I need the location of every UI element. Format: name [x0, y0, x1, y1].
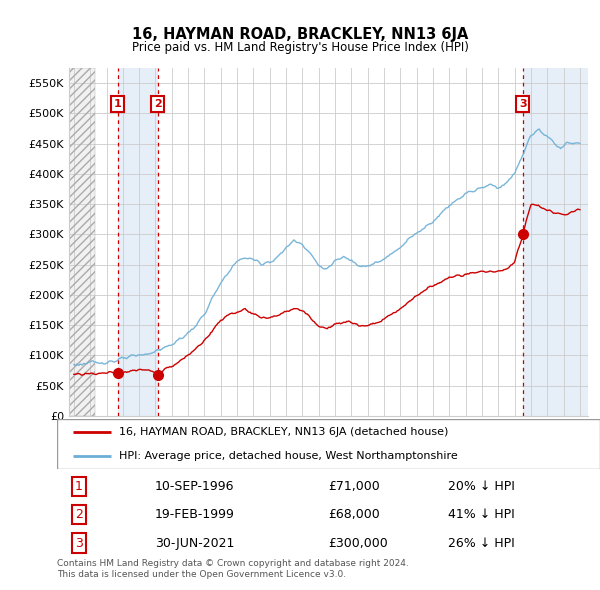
Text: 2: 2: [75, 508, 83, 522]
Text: 16, HAYMAN ROAD, BRACKLEY, NN13 6JA: 16, HAYMAN ROAD, BRACKLEY, NN13 6JA: [132, 27, 468, 41]
Text: 3: 3: [75, 536, 83, 549]
Text: 2: 2: [154, 99, 161, 109]
Text: £68,000: £68,000: [329, 508, 380, 522]
Text: Contains HM Land Registry data © Crown copyright and database right 2024.
This d: Contains HM Land Registry data © Crown c…: [57, 559, 409, 579]
Text: 30-JUN-2021: 30-JUN-2021: [155, 536, 234, 549]
Text: £71,000: £71,000: [329, 480, 380, 493]
Text: HPI: Average price, detached house, West Northamptonshire: HPI: Average price, detached house, West…: [119, 451, 458, 461]
Text: 1: 1: [114, 99, 122, 109]
Text: Price paid vs. HM Land Registry's House Price Index (HPI): Price paid vs. HM Land Registry's House …: [131, 41, 469, 54]
Text: £300,000: £300,000: [329, 536, 388, 549]
Text: 41% ↓ HPI: 41% ↓ HPI: [448, 508, 515, 522]
FancyBboxPatch shape: [57, 419, 600, 469]
Text: 3: 3: [519, 99, 527, 109]
Text: 1: 1: [75, 480, 83, 493]
Bar: [69, 68, 95, 416]
Text: 26% ↓ HPI: 26% ↓ HPI: [448, 536, 515, 549]
Bar: [523, 68, 588, 416]
Bar: [69, 68, 95, 416]
Text: 16, HAYMAN ROAD, BRACKLEY, NN13 6JA (detached house): 16, HAYMAN ROAD, BRACKLEY, NN13 6JA (det…: [119, 427, 449, 437]
Text: 19-FEB-1999: 19-FEB-1999: [155, 508, 235, 522]
Text: 20% ↓ HPI: 20% ↓ HPI: [448, 480, 515, 493]
Text: 10-SEP-1996: 10-SEP-1996: [155, 480, 234, 493]
Bar: [118, 68, 158, 416]
